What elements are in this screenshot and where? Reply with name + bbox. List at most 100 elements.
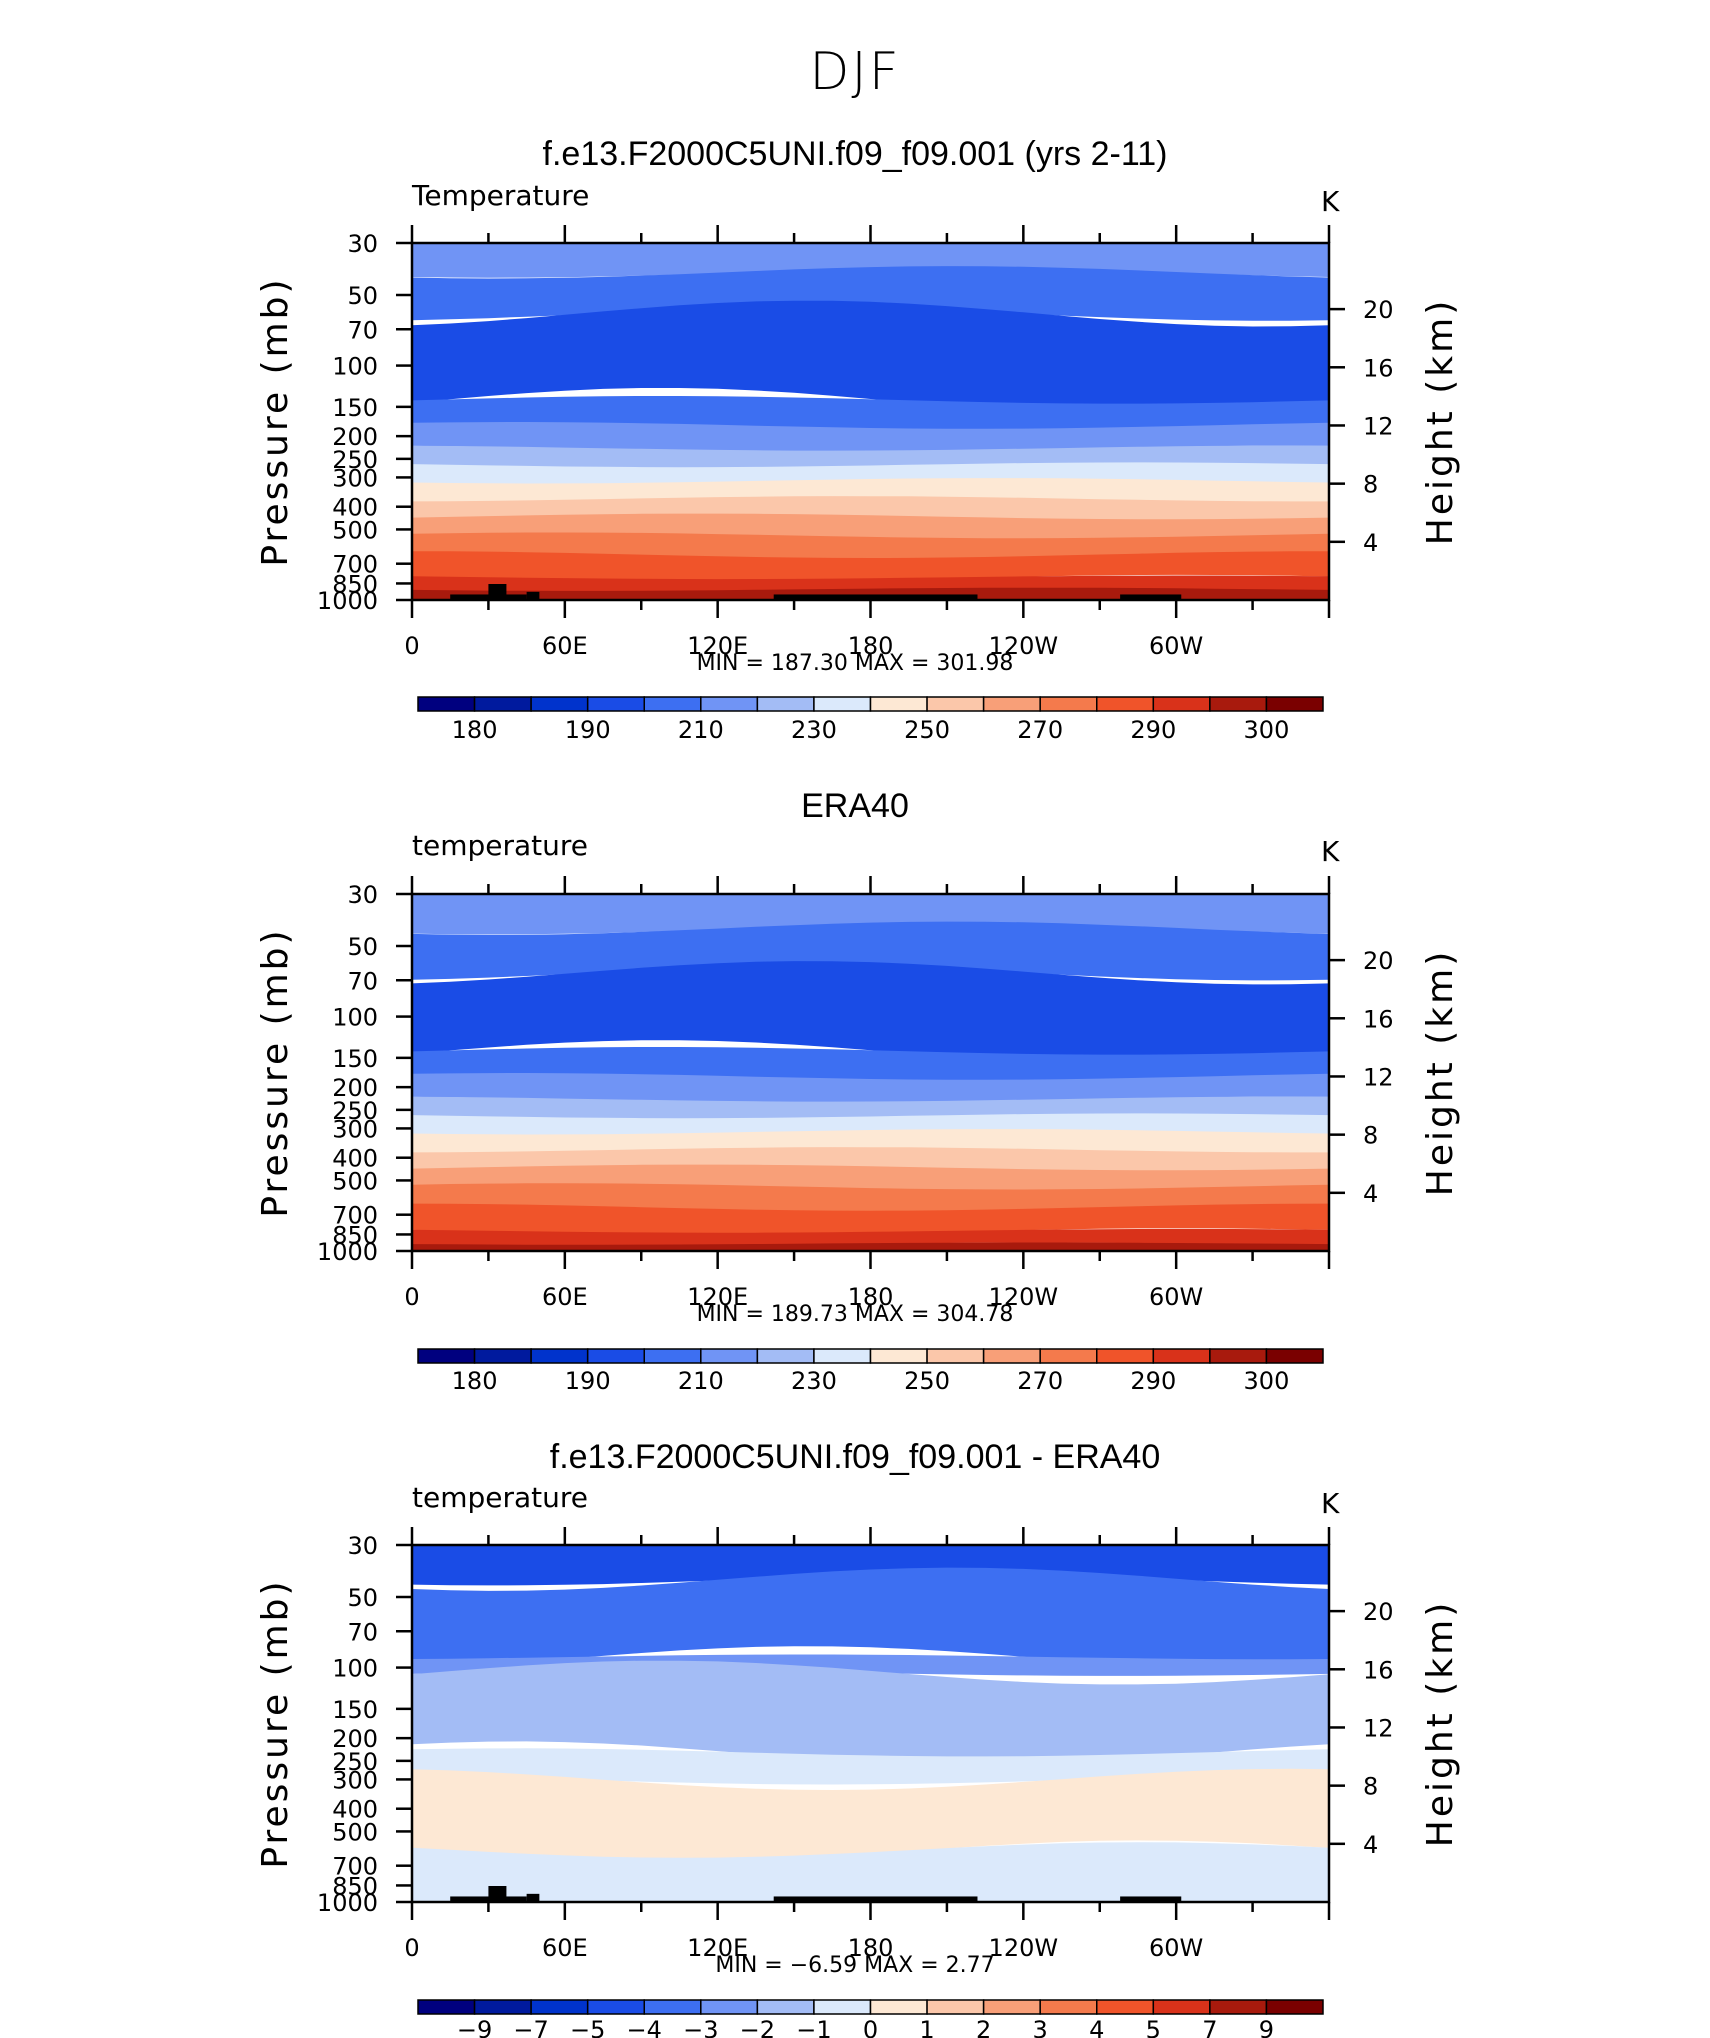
y-tick-label: 700 bbox=[332, 551, 378, 579]
colorbar-box bbox=[643, 1348, 702, 1364]
y-tick-label: 100 bbox=[332, 1004, 378, 1032]
y-tick-label: 200 bbox=[332, 1074, 378, 1102]
y-tick-label: 850 bbox=[332, 1872, 378, 1900]
contour-band bbox=[412, 921, 1329, 981]
y-tick-label: 100 bbox=[332, 353, 378, 381]
colorbar-label: −9 bbox=[457, 2016, 492, 2038]
units-label: K bbox=[1321, 1487, 1340, 1520]
y-axis-label-right: Height (km) bbox=[1420, 298, 1461, 545]
colorbar-label: 1 bbox=[919, 2016, 934, 2038]
colorbar-box bbox=[700, 1999, 759, 2015]
colorbar-box bbox=[700, 1348, 759, 1364]
topography-mask bbox=[773, 1896, 978, 1902]
chart-panel-1: f.e13.F2000C5UNI.f09_f09.001 (yrs 2-11) T… bbox=[255, 135, 1461, 744]
variable-label: temperature bbox=[412, 1481, 588, 1514]
x-tick-label: 120E bbox=[687, 632, 748, 660]
colorbar-box bbox=[1152, 696, 1211, 712]
y-tick-label: 1000 bbox=[317, 587, 378, 615]
height-tick-label: 12 bbox=[1363, 1714, 1394, 1742]
y-tick-label: 30 bbox=[347, 230, 378, 258]
colorbar-label: 250 bbox=[904, 1367, 950, 1395]
chart-panel-3: f.e13.F2000C5UNI.f09_f09.001 - ERA40 temp… bbox=[255, 1438, 1461, 2038]
panel-title: f.e13.F2000C5UNI.f09_f09.001 (yrs 2-11) bbox=[543, 135, 1168, 173]
colorbar-box bbox=[586, 1999, 645, 2015]
colorbar-label: −1 bbox=[796, 2016, 831, 2038]
colorbar-box bbox=[417, 1348, 476, 1364]
colorbar-box bbox=[700, 696, 759, 712]
colorbar-box bbox=[1039, 1999, 1098, 2015]
colorbar-label: 4 bbox=[1089, 2016, 1104, 2038]
topography-mask bbox=[773, 594, 978, 600]
y-tick-label: 300 bbox=[332, 1766, 378, 1794]
colorbar-box bbox=[1152, 1999, 1211, 2015]
height-tick-label: 20 bbox=[1363, 947, 1394, 975]
height-tick-label: 20 bbox=[1363, 1598, 1394, 1626]
panel-title: ERA40 bbox=[801, 787, 909, 825]
colorbar-label: 180 bbox=[452, 716, 498, 744]
colorbar-box bbox=[982, 696, 1041, 712]
units-label: K bbox=[1321, 185, 1340, 218]
contour-band bbox=[412, 513, 1329, 540]
contour-field bbox=[412, 243, 1329, 600]
x-tick-label: 60E bbox=[542, 632, 588, 660]
y-tick-label: 500 bbox=[332, 1818, 378, 1846]
y-tick-label: 150 bbox=[332, 394, 378, 422]
colorbar-box bbox=[417, 1999, 476, 2015]
colorbar-box bbox=[926, 1999, 985, 2015]
colorbar-box bbox=[1096, 1348, 1155, 1364]
y-tick-label: 30 bbox=[347, 1532, 378, 1560]
height-tick-label: 16 bbox=[1363, 1005, 1394, 1033]
colorbar-box bbox=[813, 1348, 872, 1364]
y-axis-label-right: Height (km) bbox=[1420, 1600, 1461, 1847]
contour-band bbox=[412, 1183, 1329, 1212]
units-label: K bbox=[1321, 835, 1340, 868]
y-tick-label: 300 bbox=[332, 1115, 378, 1143]
colorbar-label: −5 bbox=[570, 2016, 605, 2038]
min-max-text: MIN = 187.30 MAX = 301.98 bbox=[697, 651, 1014, 676]
contour-band bbox=[412, 1073, 1329, 1104]
variable-label: Temperature bbox=[411, 179, 589, 212]
x-tick-label: 120W bbox=[989, 1934, 1059, 1962]
height-tick-label: 8 bbox=[1363, 471, 1378, 499]
colorbar-box bbox=[643, 1999, 702, 2015]
x-tick-label: 60E bbox=[542, 1283, 588, 1311]
colorbar-box bbox=[1209, 1348, 1268, 1364]
colorbar-box bbox=[1265, 1348, 1324, 1364]
y-tick-label: 200 bbox=[332, 1725, 378, 1753]
colorbar-box bbox=[1039, 1348, 1098, 1364]
topography-mask bbox=[488, 584, 507, 600]
y-tick-label: 150 bbox=[332, 1696, 378, 1724]
x-tick-label: 0 bbox=[404, 1283, 419, 1311]
chart-panel-2: ERA40 temperature K 0 60E 120E 180 120W 60W 30 50 7… bbox=[255, 787, 1461, 1395]
y-tick-label: 200 bbox=[332, 423, 378, 451]
contour-band bbox=[412, 532, 1329, 559]
colorbar-box bbox=[1096, 696, 1155, 712]
y-axis-label-left: Pressure (mb) bbox=[255, 1578, 296, 1868]
colorbar-label: −2 bbox=[740, 2016, 775, 2038]
colorbar-label: 3 bbox=[1033, 2016, 1048, 2038]
colorbar-box bbox=[982, 1348, 1041, 1364]
x-tick-label: 0 bbox=[404, 632, 419, 660]
colorbar-box bbox=[473, 696, 532, 712]
colorbar-label: −4 bbox=[627, 2016, 662, 2038]
x-tick-label: 0 bbox=[404, 1934, 419, 1962]
contour-band bbox=[412, 422, 1329, 453]
colorbar-box bbox=[1039, 696, 1098, 712]
colorbar-box bbox=[530, 1348, 589, 1364]
colorbar-label: 290 bbox=[1130, 1367, 1176, 1395]
x-tick-label: 60W bbox=[1149, 632, 1203, 660]
colorbar-box bbox=[473, 1999, 532, 2015]
y-tick-label: 700 bbox=[332, 1853, 378, 1881]
colorbar-label: 2 bbox=[976, 2016, 991, 2038]
y-tick-label: 400 bbox=[332, 494, 378, 522]
y-tick-label: 250 bbox=[332, 1748, 378, 1776]
height-tick-label: 4 bbox=[1363, 529, 1378, 557]
y-tick-label: 1000 bbox=[317, 1238, 378, 1266]
contour-band bbox=[412, 1660, 1329, 1766]
height-tick-label: 20 bbox=[1363, 296, 1394, 324]
colorbar-box bbox=[756, 696, 815, 712]
panel-title: f.e13.F2000C5UNI.f09_f09.001 - ERA40 bbox=[550, 1438, 1161, 1476]
contour-band bbox=[412, 1842, 1329, 1902]
contour-band bbox=[412, 894, 1329, 935]
